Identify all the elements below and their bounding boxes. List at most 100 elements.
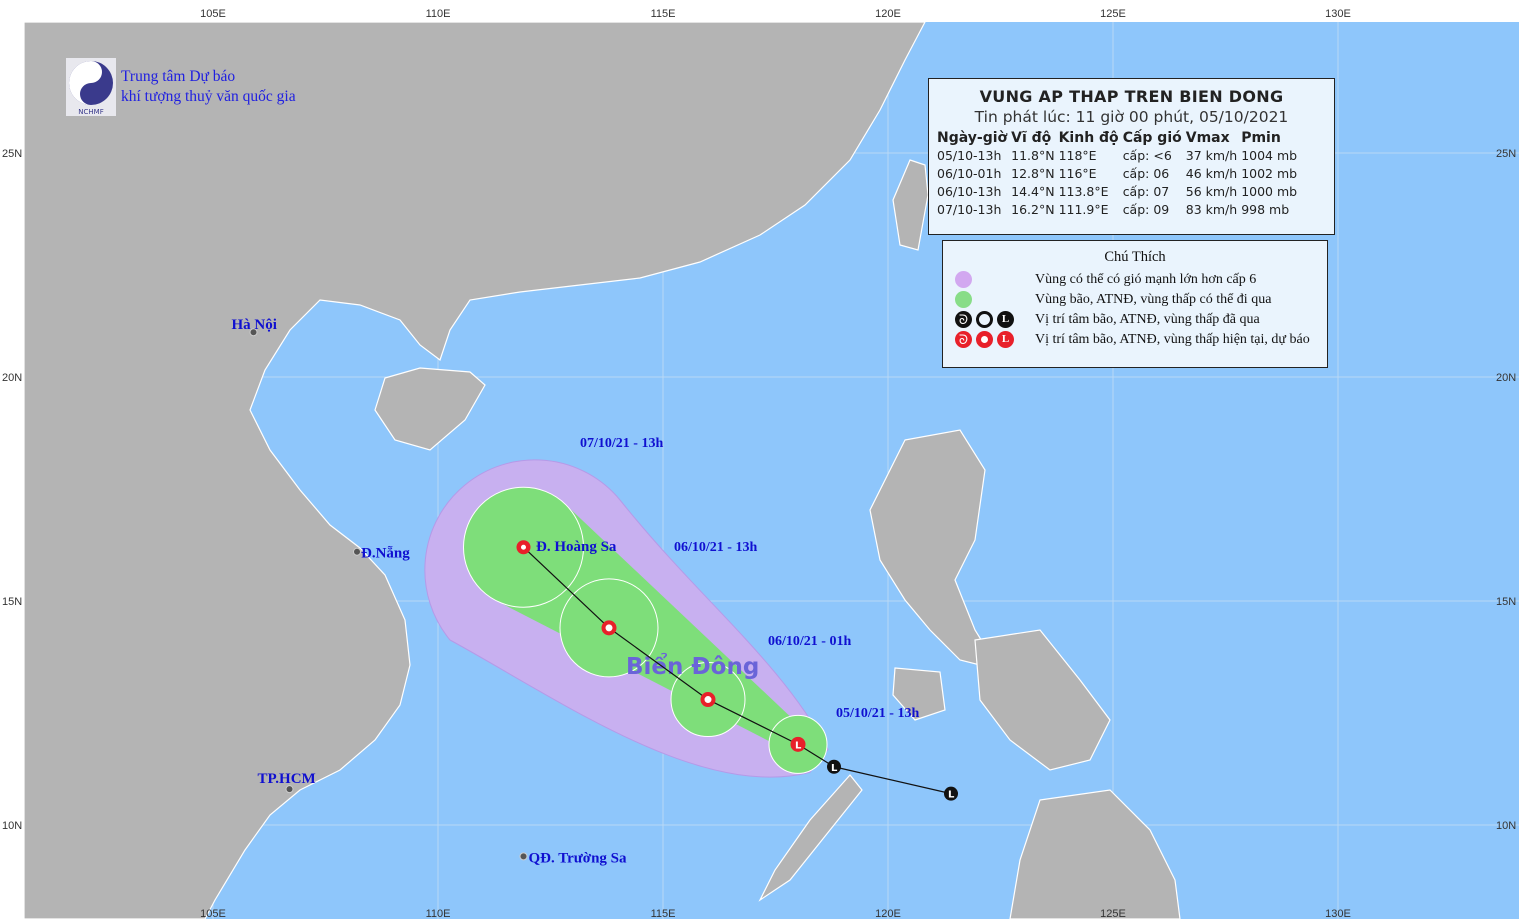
tropical-depression-past-icon — [976, 311, 993, 328]
lon-tick-bottom: 115E — [651, 908, 676, 919]
hainan — [374, 367, 486, 451]
forecast-circle — [559, 578, 659, 678]
forecast-label: 05/10/21 - 13h — [836, 706, 919, 721]
lon-tick-bottom: 125E — [1100, 908, 1126, 919]
table-cell: 111.9°E — [1058, 202, 1109, 217]
forecast-label: 06/10/21 - 13h — [674, 540, 757, 555]
low-pressure-current-icon — [790, 736, 806, 752]
tropical-depression-forecast-icon — [601, 620, 617, 636]
table-cell: 116°E — [1058, 166, 1097, 181]
organization-logo-block: NCHMF Trung tâm Dự báo khí tượng thuỷ vă… — [66, 58, 296, 116]
table-row: 05/10-13h 11.8°N 118°E cấp: <6 37 km/h 1004 m… — [937, 148, 1301, 166]
city-marker — [519, 852, 528, 861]
axis-ticks: 105E 105E 110E 110E 115E 115E 120E 120E 125E 125E… — [2, 8, 1516, 919]
svg-text:NCHMF: NCHMF — [78, 108, 103, 116]
column-header: Vĩ độ — [1011, 130, 1052, 146]
table-cell: 12.8°N — [1011, 166, 1055, 181]
legend-item: ᘐ L Vị trí tâm bão, ATNĐ, vùng thấp đã q… — [955, 311, 1260, 328]
table-cell: 1004 mb — [1241, 148, 1298, 163]
low-letter: L — [795, 740, 802, 751]
column-header: Cấp gió — [1122, 130, 1182, 146]
city-marker — [285, 785, 294, 794]
table-cell: 11.8°N — [1011, 148, 1055, 163]
table-row: 06/10-13h 14.4°N 113.8°E cấp: 07 56 km/h 1000… — [937, 184, 1301, 202]
forecast-circles — [463, 486, 828, 774]
lat-tick-right: 25N — [1496, 148, 1516, 160]
lon-tick-top: 110E — [426, 8, 451, 20]
table-cell: 06/10-01h — [937, 166, 1002, 181]
legend-item: Vùng bão, ATNĐ, vùng thấp có thể đi qua — [955, 291, 1271, 308]
lat-tick-right: 15N — [1496, 596, 1516, 608]
low-pressure-past-icon — [827, 759, 841, 774]
table-cell: cấp: 09 — [1122, 202, 1170, 217]
table-cell: 1000 mb — [1241, 184, 1298, 199]
table-cell: 06/10-13h — [937, 184, 1002, 199]
table-cell: 113.8°E — [1058, 184, 1109, 199]
nchmf-logo: NCHMF — [66, 58, 116, 116]
table-row: 06/10-01h 12.8°N 116°E cấp: 06 46 km/h 1002 m… — [937, 166, 1301, 184]
china-vietnam-landmass — [23, 21, 926, 919]
table-cell: 14.4°N — [1011, 184, 1055, 199]
lon-tick-bottom: 120E — [875, 908, 901, 919]
lon-tick-bottom: 110E — [426, 908, 451, 919]
legend-item: Vùng có thể có gió mạnh lớn hơn cấp 6 — [955, 271, 1256, 288]
lat-tick-left: 15N — [2, 596, 22, 608]
lat-tick-right: 10N — [1496, 820, 1516, 832]
forecast-circle — [768, 714, 828, 774]
table-cell: 37 km/h — [1185, 148, 1238, 163]
tropical-depression-current-icon — [976, 331, 993, 348]
purple-zone-icon — [955, 271, 972, 288]
low-pressure-past-icon: L — [997, 311, 1014, 328]
column-header: Pmin — [1241, 130, 1281, 146]
lat-tick-right: 20N — [1496, 372, 1516, 384]
storm-current-icon: ᘐ — [955, 331, 972, 348]
region-label: Biển Đông — [626, 652, 759, 680]
table-cell: 998 mb — [1241, 202, 1290, 217]
places: Hà Nội Đ.Nẵng TP.HCM Đ. Hoàng Sa QĐ. Trường … — [232, 317, 628, 866]
table-cell: 05/10-13h — [937, 148, 1002, 163]
lon-tick-bottom: 130E — [1325, 908, 1351, 919]
legend-item: ᘐ L Vị trí tâm bão, ATNĐ, vùng thấp hiện… — [955, 331, 1310, 348]
low-pressure-current-icon: L — [997, 331, 1014, 348]
taiwan — [892, 159, 929, 251]
place-label: TP.HCM — [258, 771, 316, 787]
land — [23, 21, 1181, 919]
lat-tick-left: 25N — [2, 148, 22, 160]
issued-time: Tin phát lúc: 11 giờ 00 phút, 05/10/2021 — [974, 108, 1289, 126]
table-cell: 46 km/h — [1185, 166, 1238, 181]
palawan-borneo — [758, 774, 863, 902]
legend-title: Chú Thích — [1104, 249, 1166, 265]
lon-tick-top: 120E — [875, 8, 901, 20]
table-cell: cấp: 06 — [1122, 166, 1170, 181]
lat-tick-left: 20N — [2, 372, 22, 384]
track-line — [523, 546, 952, 795]
green-zone-icon — [955, 291, 972, 308]
storm-eye — [521, 544, 526, 550]
forecast-time-labels: 07/10/21 - 13h 06/10/21 - 13h 06/10/21 -… — [580, 436, 919, 721]
place-label: Đ.Nẵng — [361, 546, 410, 562]
forecast-circle — [463, 486, 584, 608]
low-letter: L — [948, 790, 955, 801]
column-header: Ngày-giờ — [937, 130, 1008, 146]
city-marker — [353, 547, 361, 556]
lat-tick-left: 10N — [2, 820, 22, 832]
lon-tick-top: 115E — [651, 8, 676, 20]
storm-track: L L L — [516, 540, 958, 801]
city-marker — [249, 328, 258, 337]
org-name-line2: khí tượng thuỷ văn quốc gia — [121, 88, 296, 105]
table-cell: 56 km/h — [1185, 184, 1238, 199]
legend: Chú Thích Vùng có thể có gió mạnh lớn hơ… — [942, 240, 1328, 368]
mindanao — [1009, 789, 1181, 919]
forecast-label: 07/10/21 - 13h — [580, 436, 663, 451]
column-header: Kinh độ — [1058, 130, 1119, 146]
storm-info-panel: VUNG AP THAP TREN BIEN DONG Tin phát lúc… — [928, 78, 1335, 235]
table-cell: 1002 mb — [1241, 166, 1298, 181]
table-cell: 07/10-13h — [937, 202, 1002, 217]
table-cell: 16.2°N — [1011, 202, 1055, 217]
table-cell: cấp: <6 — [1122, 148, 1172, 163]
table-row: 07/10-13h 16.2°N 111.9°E cấp: 09 83 km/h 998 … — [937, 202, 1301, 220]
storm-past-icon: ᘐ — [955, 311, 972, 328]
mindoro — [892, 667, 946, 721]
philippines-central — [974, 629, 1111, 771]
org-name-line1: Trung tâm Dự báo — [121, 68, 236, 85]
